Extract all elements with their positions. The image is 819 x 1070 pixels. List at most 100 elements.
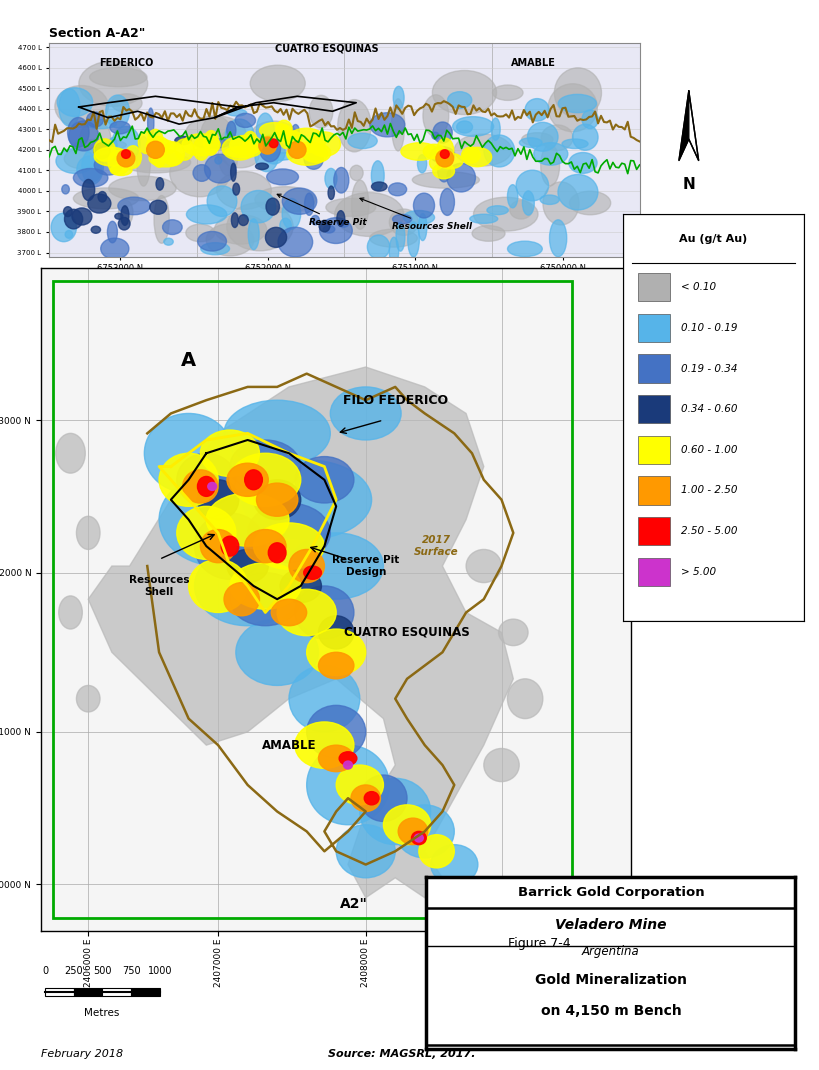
Ellipse shape — [446, 164, 475, 192]
Ellipse shape — [64, 149, 101, 169]
Ellipse shape — [109, 137, 117, 154]
Ellipse shape — [288, 141, 305, 158]
Ellipse shape — [147, 141, 164, 158]
Ellipse shape — [69, 121, 98, 151]
Text: 500: 500 — [93, 966, 111, 976]
Ellipse shape — [367, 235, 389, 259]
Polygon shape — [678, 91, 688, 160]
Ellipse shape — [230, 164, 236, 181]
Ellipse shape — [473, 197, 537, 231]
Ellipse shape — [85, 120, 116, 128]
Ellipse shape — [154, 196, 169, 243]
Ellipse shape — [432, 133, 438, 139]
Ellipse shape — [229, 135, 262, 155]
Ellipse shape — [242, 460, 371, 539]
Ellipse shape — [437, 159, 450, 182]
Ellipse shape — [119, 200, 133, 225]
Ellipse shape — [120, 205, 129, 226]
Text: FILO FEDERICO: FILO FEDERICO — [342, 394, 447, 407]
Ellipse shape — [522, 190, 534, 215]
Ellipse shape — [159, 454, 218, 506]
Ellipse shape — [194, 546, 301, 626]
Ellipse shape — [447, 92, 471, 108]
Ellipse shape — [324, 168, 337, 188]
Bar — [637, 314, 669, 342]
Ellipse shape — [137, 137, 151, 186]
Ellipse shape — [279, 218, 291, 232]
Ellipse shape — [235, 113, 256, 127]
Ellipse shape — [275, 120, 292, 139]
Text: Figure 7-4: Figure 7-4 — [508, 937, 570, 950]
Ellipse shape — [162, 219, 182, 234]
Text: AMABLE: AMABLE — [261, 738, 316, 751]
Ellipse shape — [151, 140, 175, 155]
Ellipse shape — [56, 149, 95, 173]
Ellipse shape — [328, 186, 334, 199]
Ellipse shape — [259, 137, 276, 154]
Ellipse shape — [55, 86, 108, 127]
Ellipse shape — [149, 150, 183, 167]
Ellipse shape — [109, 177, 176, 200]
Ellipse shape — [440, 188, 454, 215]
Ellipse shape — [231, 213, 238, 228]
Ellipse shape — [319, 217, 352, 244]
Ellipse shape — [287, 128, 326, 153]
Ellipse shape — [241, 190, 275, 223]
Ellipse shape — [147, 129, 163, 151]
Ellipse shape — [197, 231, 226, 251]
Ellipse shape — [186, 204, 227, 224]
Ellipse shape — [557, 174, 597, 210]
Ellipse shape — [215, 215, 266, 244]
Ellipse shape — [521, 133, 552, 147]
Ellipse shape — [67, 118, 89, 148]
Ellipse shape — [389, 209, 418, 235]
Text: 1.00 - 2.50: 1.00 - 2.50 — [680, 486, 736, 495]
Ellipse shape — [59, 89, 80, 126]
Ellipse shape — [295, 722, 354, 768]
Text: 2.50 - 5.00: 2.50 - 5.00 — [680, 526, 736, 536]
Ellipse shape — [282, 188, 316, 214]
Ellipse shape — [419, 835, 454, 868]
Ellipse shape — [295, 457, 354, 503]
Ellipse shape — [547, 83, 596, 132]
Ellipse shape — [393, 87, 404, 109]
Ellipse shape — [177, 506, 236, 560]
Ellipse shape — [73, 168, 108, 187]
Ellipse shape — [186, 116, 246, 151]
Ellipse shape — [111, 165, 132, 175]
Ellipse shape — [98, 192, 106, 202]
Ellipse shape — [412, 171, 479, 188]
Text: A2": A2" — [340, 898, 368, 912]
Ellipse shape — [206, 224, 254, 256]
Text: Resources Shell: Resources Shell — [360, 198, 471, 231]
Ellipse shape — [423, 95, 448, 137]
Ellipse shape — [57, 88, 93, 117]
Bar — [102, 988, 131, 996]
Ellipse shape — [201, 117, 231, 149]
Ellipse shape — [318, 653, 354, 678]
Ellipse shape — [461, 147, 480, 164]
Ellipse shape — [413, 193, 434, 218]
Ellipse shape — [255, 138, 278, 171]
Text: 0.34 - 0.60: 0.34 - 0.60 — [680, 404, 736, 414]
Text: on 4,150 m Bench: on 4,150 m Bench — [540, 1004, 681, 1018]
Ellipse shape — [295, 586, 354, 639]
Ellipse shape — [76, 516, 100, 550]
Ellipse shape — [65, 230, 73, 239]
Bar — [637, 557, 669, 586]
Ellipse shape — [554, 67, 601, 118]
Ellipse shape — [347, 133, 377, 149]
Ellipse shape — [572, 124, 597, 150]
Ellipse shape — [542, 182, 578, 225]
Ellipse shape — [51, 213, 76, 242]
Ellipse shape — [150, 200, 166, 214]
Ellipse shape — [87, 112, 103, 127]
Ellipse shape — [411, 831, 426, 844]
Ellipse shape — [249, 121, 298, 155]
Ellipse shape — [227, 549, 268, 582]
Ellipse shape — [524, 98, 549, 121]
Ellipse shape — [215, 156, 222, 164]
Ellipse shape — [581, 110, 598, 128]
Ellipse shape — [533, 142, 567, 165]
Ellipse shape — [200, 430, 259, 476]
